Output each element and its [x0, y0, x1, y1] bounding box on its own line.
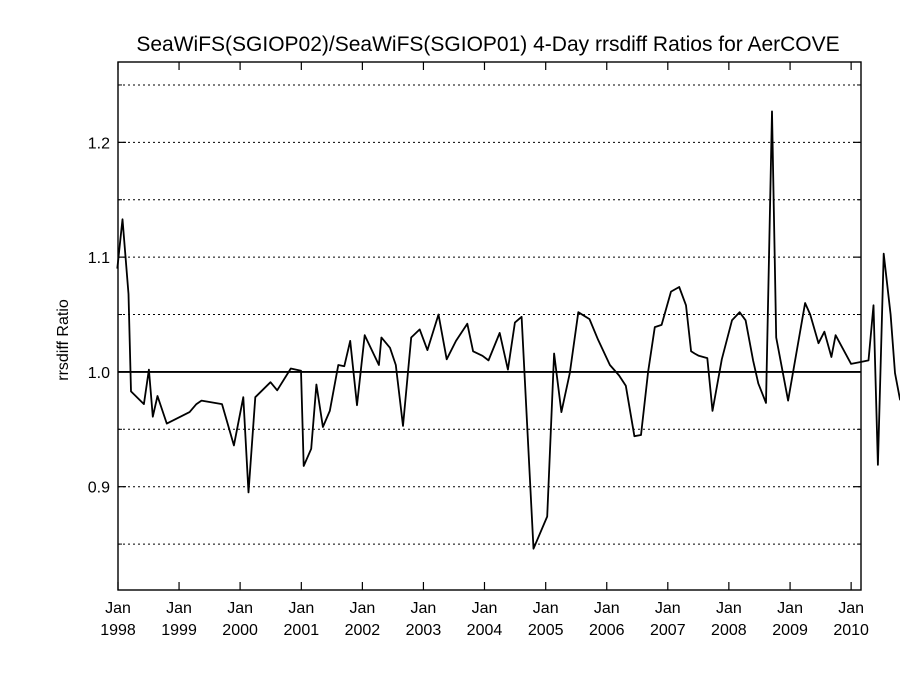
- x-tick-label-year: 2002: [345, 622, 381, 639]
- x-tick-label-year: 2007: [650, 622, 686, 639]
- x-tick-label-year: 2006: [589, 622, 625, 639]
- plot-frame: [117, 61, 862, 591]
- x-tick-label-year: 2001: [284, 622, 320, 639]
- gridlines: [118, 84, 861, 545]
- series-group: [116, 110, 900, 550]
- x-tick-label-month: Jan: [533, 600, 559, 617]
- x-tick-label-year: 2003: [406, 622, 442, 639]
- x-tick-label-month: Jan: [288, 600, 314, 617]
- x-tick-label-month: Jan: [838, 600, 864, 617]
- x-tick-label-year: 2000: [222, 622, 258, 639]
- x-tick-label-year: 2004: [467, 622, 503, 639]
- y-axis-label: rrsdiff Ratio: [55, 299, 72, 381]
- x-tick-label-month: Jan: [777, 600, 803, 617]
- x-tick-label-month: Jan: [166, 600, 192, 617]
- x-tick-label-month: Jan: [349, 600, 375, 617]
- x-tick-label-month: Jan: [594, 600, 620, 617]
- y-tick-label: 0.9: [88, 480, 110, 497]
- series-line: [116, 110, 900, 550]
- axis-ticks: [117, 62, 861, 590]
- x-tick-label-year: 1998: [100, 622, 136, 639]
- x-tick-label-month: Jan: [655, 600, 681, 617]
- x-tick-label-year: 1999: [161, 622, 197, 639]
- x-tick-label-month: Jan: [716, 600, 742, 617]
- x-tick-label-year: 2009: [772, 622, 808, 639]
- x-tick-label-month: Jan: [472, 600, 498, 617]
- x-tick-label-month: Jan: [411, 600, 437, 617]
- x-tick-label-year: 2010: [833, 622, 869, 639]
- y-tick-label: 1.2: [88, 135, 110, 152]
- chart-title: SeaWiFS(SGIOP02)/SeaWiFS(SGIOP01) 4-Day …: [136, 33, 839, 56]
- x-tick-labels: Jan 1998 Jan 1999 Jan 2000 Jan 2001 Jan 2002 Jan 20…: [100, 600, 869, 639]
- x-tick-label-year: 2005: [528, 622, 564, 639]
- y-tick-labels: 0.9 1.0 1.1 1.2: [88, 135, 110, 496]
- x-tick-label-year: 2008: [711, 622, 747, 639]
- x-tick-label-month: Jan: [227, 600, 253, 617]
- y-tick-label: 1.0: [88, 365, 110, 382]
- x-tick-label-month: Jan: [105, 600, 131, 617]
- y-tick-label: 1.1: [88, 250, 110, 267]
